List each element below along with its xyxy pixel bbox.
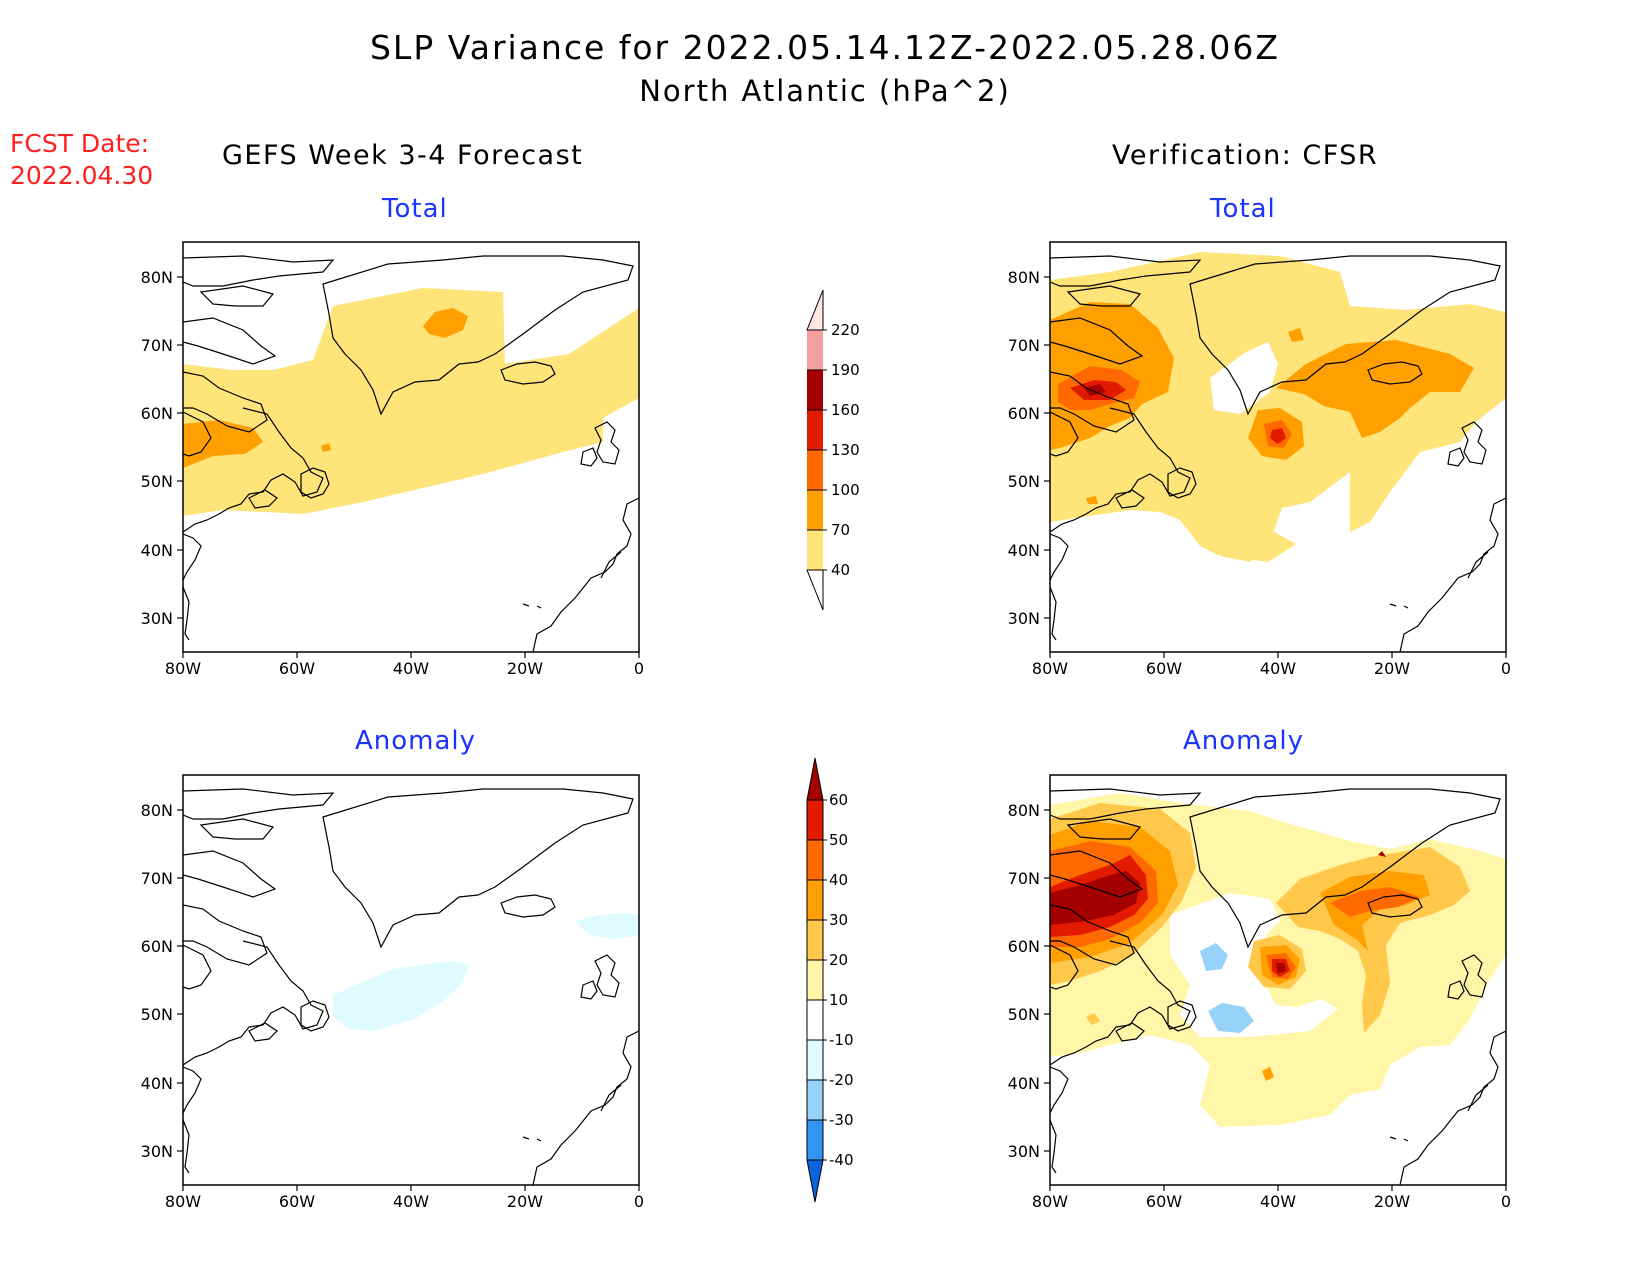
colorbar-total-label: 160 <box>831 401 860 419</box>
forecast-anomaly-map <box>183 788 639 1185</box>
verification-anomaly-map <box>1050 788 1506 1185</box>
lat-label: 60N <box>1008 404 1040 423</box>
colorbar-total-label: 190 <box>831 361 860 379</box>
lon-label: 0 <box>634 659 644 678</box>
forecast-column-title: GEFS Week 3-4 Forecast <box>222 140 584 171</box>
axes-layer: 80N 70N 60N 50N 40N 30N 80W 60W 40W 20W 0 80N 70N 60N… <box>141 268 1511 1211</box>
colorbar-anom-swatch <box>807 880 823 920</box>
forecast-total-title: Total <box>382 194 448 224</box>
colorbar-total-low-end <box>806 569 824 611</box>
colorbar-total-high-end <box>806 289 824 331</box>
colorbar-anom-swatch <box>807 1080 823 1120</box>
colorbar-total-swatch <box>807 450 823 490</box>
lon-label: 0 <box>1501 659 1511 678</box>
lon-label: 60W <box>279 659 315 678</box>
lat-label: 40N <box>1008 541 1040 560</box>
lat-label: 30N <box>1008 609 1040 628</box>
lat-label: 30N <box>1008 1142 1040 1161</box>
lon-label: 20W <box>507 659 543 678</box>
verification-total-map <box>1050 252 1506 652</box>
colorbar-anom-low-end <box>806 1159 824 1203</box>
lat-label: 70N <box>1008 869 1040 888</box>
lat-label: 50N <box>141 472 173 491</box>
colorbar-anom-label: 60 <box>829 791 848 809</box>
lat-label: 30N <box>141 609 173 628</box>
lon-label: 40W <box>1260 659 1296 678</box>
lon-label: 80W <box>1032 1192 1068 1211</box>
colorbar-anom-swatch <box>807 800 823 840</box>
colorbars-layer: 40 70 100 130 160 190 220 60 50 40 30 20 10 -10 -20 -30… <box>806 289 860 1203</box>
colorbar-total-label: 100 <box>831 481 860 499</box>
fcst-date-label: FCST Date: <box>10 129 150 158</box>
lat-label: 60N <box>1008 937 1040 956</box>
colorbar-anom-label: -40 <box>829 1151 854 1169</box>
lat-label: 50N <box>1008 1005 1040 1024</box>
colorbar-anom-swatch <box>807 840 823 880</box>
lon-label: 40W <box>1260 1192 1296 1211</box>
lon-label: 80W <box>165 1192 201 1211</box>
colorbar-total-swatch <box>807 370 823 410</box>
colorbar-total-label: 130 <box>831 441 860 459</box>
figure-title: SLP Variance for 2022.05.14.12Z-2022.05.… <box>369 28 1281 67</box>
colorbar-total-swatch <box>807 530 823 570</box>
lat-label: 70N <box>1008 336 1040 355</box>
verification-column-title: Verification: CFSR <box>1112 140 1379 171</box>
colorbar-anom-label: 20 <box>829 951 848 969</box>
colorbar-anom-label: 10 <box>829 991 848 1009</box>
colorbar-total-label: 70 <box>831 521 850 539</box>
colorbar-total-label: 40 <box>831 561 850 579</box>
lat-label: 60N <box>141 404 173 423</box>
colorbar-anom-swatch <box>807 920 823 960</box>
colorbar-anom-label: 30 <box>829 911 848 929</box>
lat-label: 60N <box>141 937 173 956</box>
colorbar-total-swatch <box>807 330 823 370</box>
forecast-total-map <box>183 255 639 652</box>
lat-label: 50N <box>141 1005 173 1024</box>
colorbar-anom-swatch <box>807 1040 823 1080</box>
colorbar-total-swatch <box>807 490 823 530</box>
lon-label: 0 <box>1501 1192 1511 1211</box>
verification-total-title: Total <box>1210 194 1276 224</box>
verification-anomaly-title: Anomaly <box>1183 726 1305 756</box>
colorbar-total-label: 220 <box>831 321 860 339</box>
colorbar-anom-swatch <box>807 960 823 1000</box>
lon-label: 80W <box>165 659 201 678</box>
lat-label: 70N <box>141 869 173 888</box>
lat-label: 70N <box>141 336 173 355</box>
lat-label: 40N <box>141 541 173 560</box>
colorbar-anom-label: -10 <box>829 1031 854 1049</box>
lat-label: 40N <box>1008 1074 1040 1093</box>
lon-label: 40W <box>393 659 429 678</box>
colorbar-anom-label: -20 <box>829 1071 854 1089</box>
lon-label: 20W <box>507 1192 543 1211</box>
lon-label: 40W <box>393 1192 429 1211</box>
lat-label: 50N <box>1008 472 1040 491</box>
fcst-date-value: 2022.04.30 <box>10 161 154 190</box>
colorbar-anom-swatch <box>807 1000 823 1040</box>
lat-label: 80N <box>141 801 173 820</box>
lat-label: 80N <box>1008 801 1040 820</box>
lon-label: 20W <box>1374 1192 1410 1211</box>
colorbar-anom-label: -30 <box>829 1111 854 1129</box>
lat-label: 80N <box>141 268 173 287</box>
lon-label: 20W <box>1374 659 1410 678</box>
lat-label: 80N <box>1008 268 1040 287</box>
lon-label: 60W <box>1146 659 1182 678</box>
lon-label: 0 <box>634 1192 644 1211</box>
lon-label: 60W <box>279 1192 315 1211</box>
lon-label: 60W <box>1146 1192 1182 1211</box>
forecast-anomaly-title: Anomaly <box>355 726 477 756</box>
figure-subtitle: North Atlantic (hPa^2) <box>639 74 1011 108</box>
colorbar-anom-label: 40 <box>829 871 848 889</box>
colorbar-total-swatch <box>807 410 823 450</box>
colorbar-anom-swatch <box>807 1120 823 1160</box>
colorbar-anom-label: 50 <box>829 831 848 849</box>
colorbar-anom-high-end <box>806 757 824 801</box>
lat-label: 30N <box>141 1142 173 1161</box>
lat-label: 40N <box>141 1074 173 1093</box>
lon-label: 80W <box>1032 659 1068 678</box>
